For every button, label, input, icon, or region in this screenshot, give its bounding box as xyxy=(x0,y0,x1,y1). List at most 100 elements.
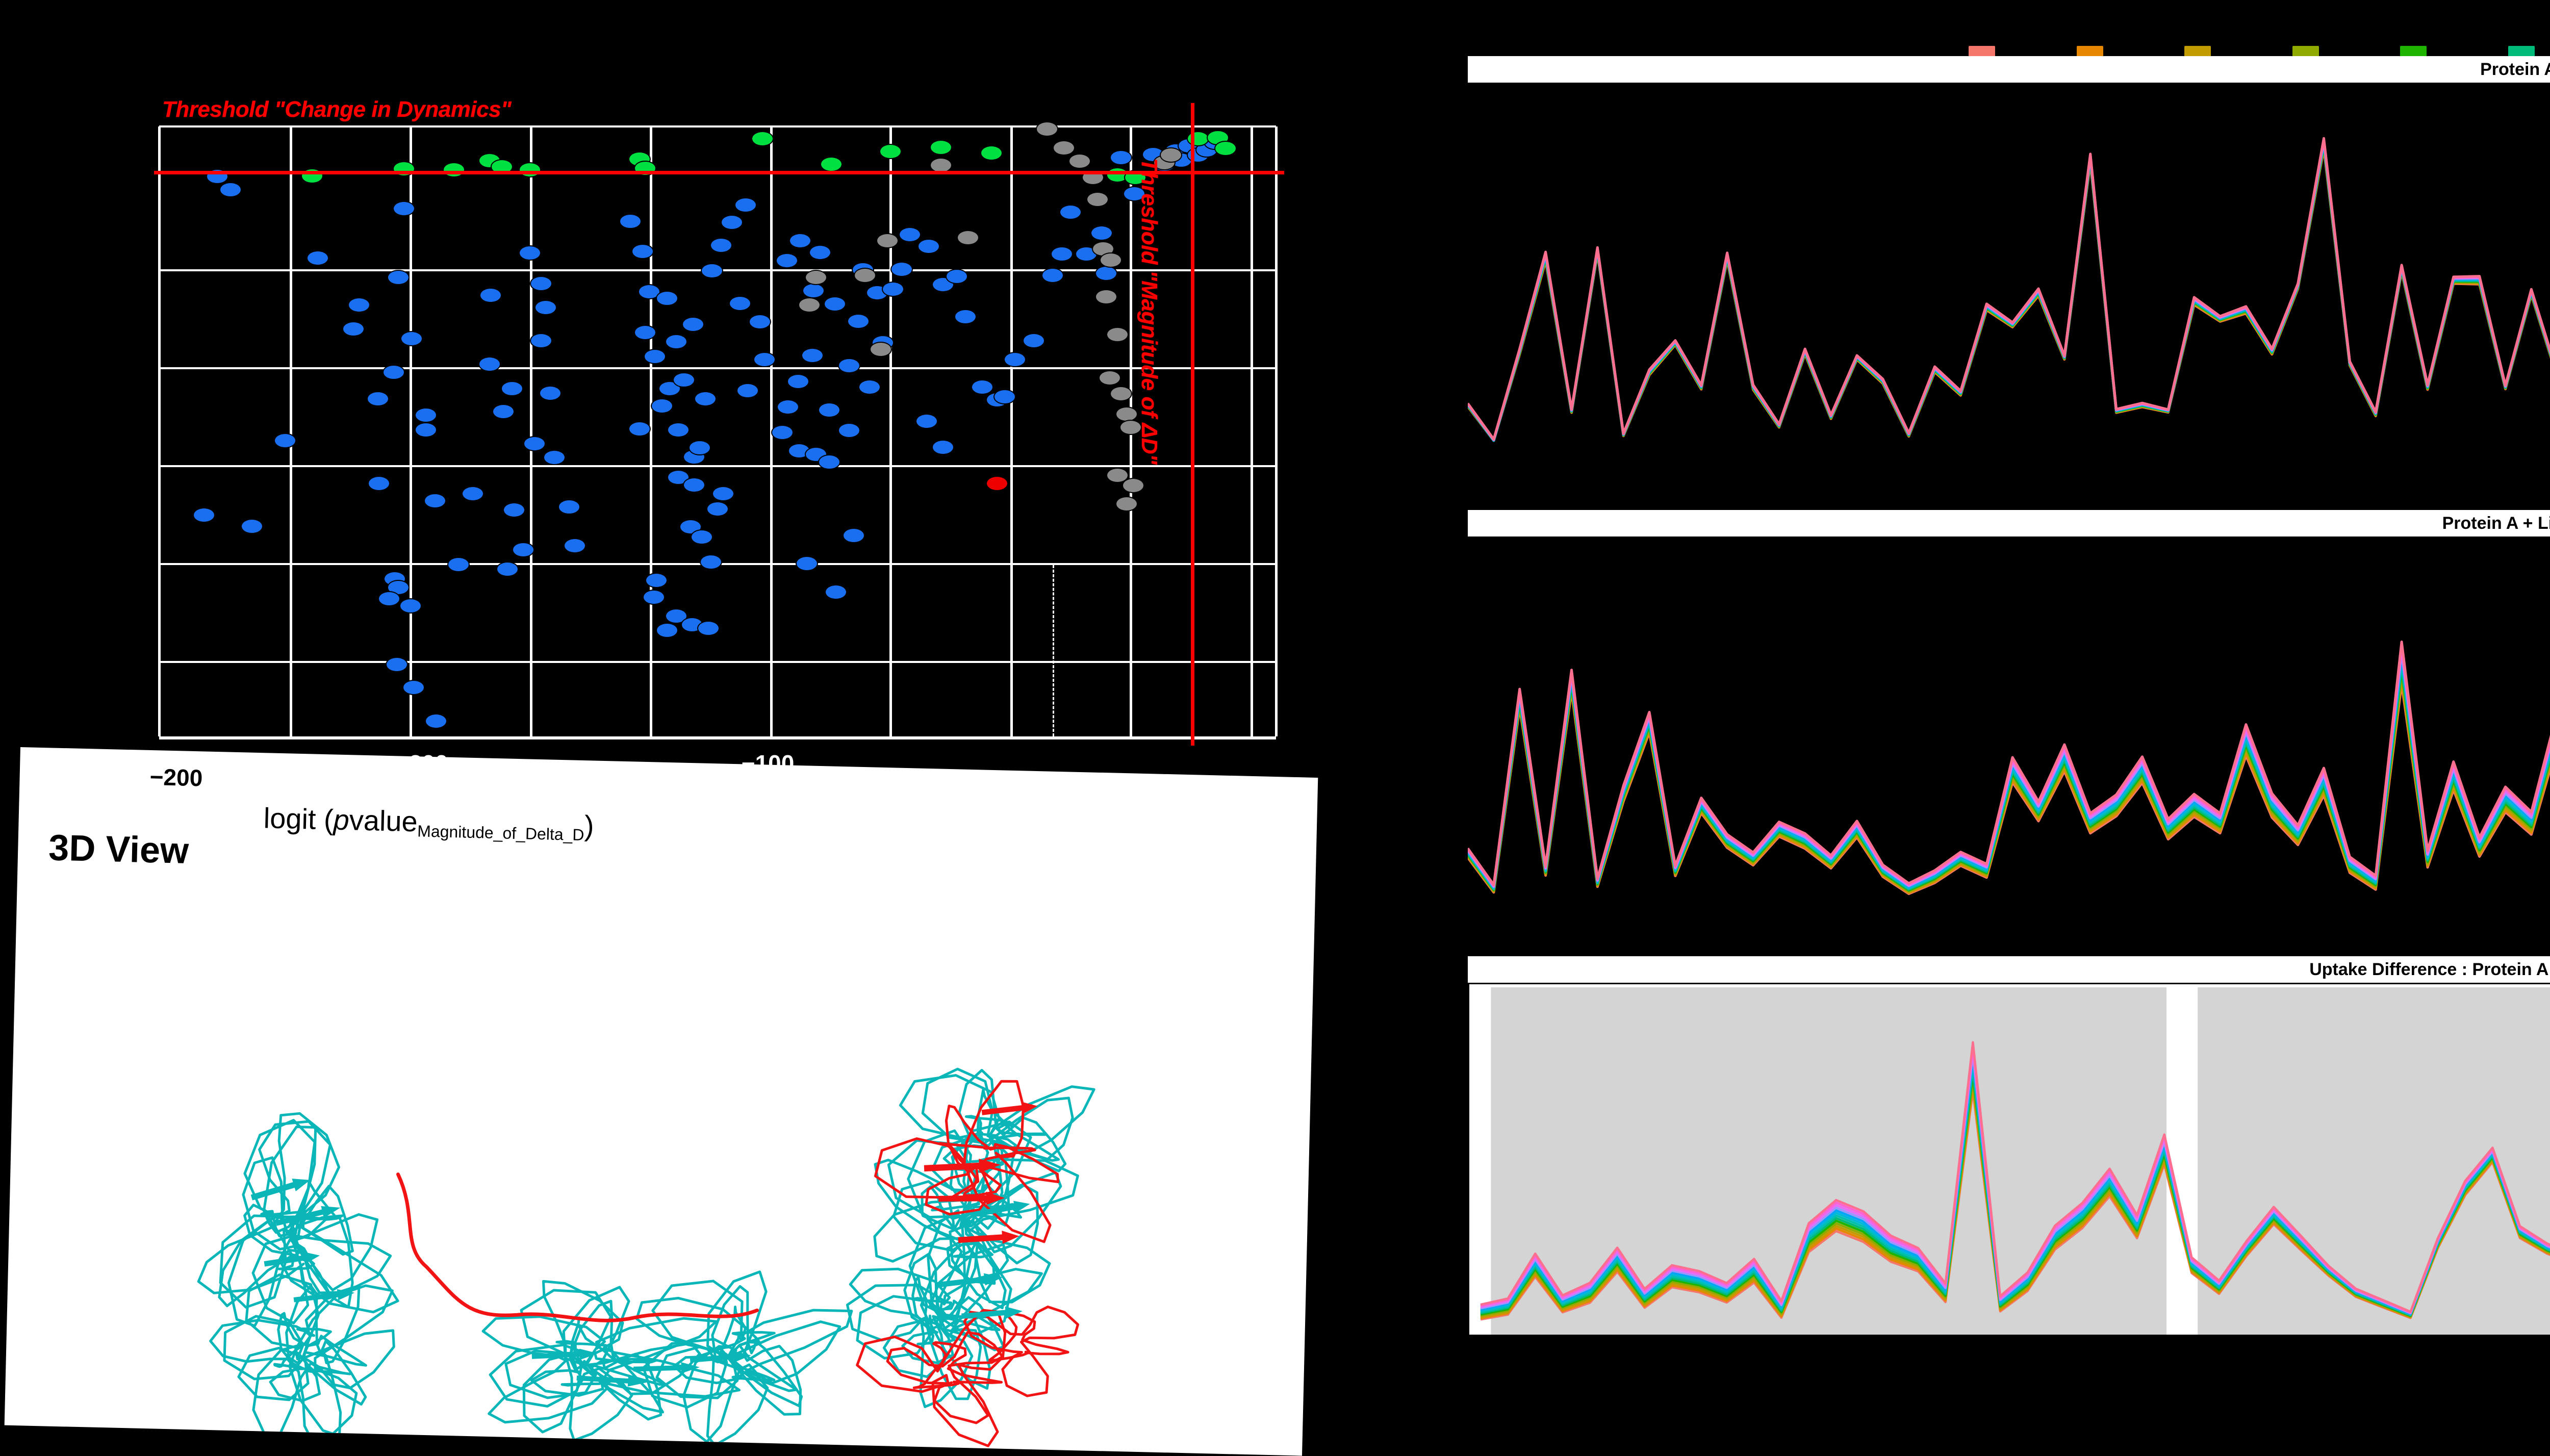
scatter-point[interactable] xyxy=(1041,267,1064,283)
scatter-point[interactable] xyxy=(1098,370,1121,386)
scatter-point[interactable] xyxy=(342,321,365,337)
scatter-point[interactable] xyxy=(694,391,717,406)
scatter-point[interactable] xyxy=(665,334,687,350)
scatter-point[interactable] xyxy=(945,269,968,284)
scatter-point[interactable] xyxy=(392,200,415,216)
scatter-point[interactable] xyxy=(1119,420,1142,436)
scatter-point[interactable] xyxy=(854,267,877,283)
trace-line[interactable] xyxy=(1468,145,2550,442)
volcano-plot-area[interactable]: Threshold "Change in Dynamics" xyxy=(154,97,1284,746)
scatter-point[interactable] xyxy=(367,391,390,406)
scatter-point[interactable] xyxy=(619,214,642,229)
trace-panel-protein-a[interactable]: Protein A xyxy=(1468,56,2550,454)
trace-line[interactable] xyxy=(1480,1041,2550,1313)
scatter-point[interactable] xyxy=(776,399,799,415)
scatter-point[interactable] xyxy=(415,407,438,423)
scatter-point[interactable] xyxy=(771,425,794,440)
scatter-point[interactable] xyxy=(879,144,902,160)
scatter-point[interactable] xyxy=(734,197,757,213)
scatter-point[interactable] xyxy=(529,333,552,348)
scatter-point[interactable] xyxy=(706,501,729,517)
scatter-point[interactable] xyxy=(956,230,979,246)
scatter-point[interactable] xyxy=(688,440,711,455)
scatter-point[interactable] xyxy=(443,162,466,178)
scatter-point[interactable] xyxy=(681,316,704,332)
trace-line[interactable] xyxy=(1468,141,2550,442)
trace-line[interactable] xyxy=(1468,140,2550,442)
scatter-point[interactable] xyxy=(1050,246,1073,262)
scatter-point[interactable] xyxy=(1090,225,1113,241)
scatter-point[interactable] xyxy=(1214,141,1237,157)
scatter-point[interactable] xyxy=(400,331,423,347)
scatter-point[interactable] xyxy=(501,380,524,396)
scatter-point[interactable] xyxy=(749,314,772,329)
legend-swatch[interactable] xyxy=(2292,46,2319,57)
trace-line[interactable] xyxy=(1468,143,2550,442)
trace-line[interactable] xyxy=(1468,116,2550,441)
scatter-point[interactable] xyxy=(645,573,668,589)
scatter-point[interactable] xyxy=(348,297,370,313)
trace-line[interactable] xyxy=(1468,629,2550,886)
scatter-point[interactable] xyxy=(628,421,651,437)
trace-line[interactable] xyxy=(1468,144,2550,442)
scatter-point[interactable] xyxy=(1106,327,1129,342)
scatter-point[interactable] xyxy=(823,296,846,312)
scatter-point[interactable] xyxy=(557,499,580,515)
scatter-point[interactable] xyxy=(930,139,952,155)
scatter-point[interactable] xyxy=(1052,140,1075,156)
scatter-point[interactable] xyxy=(993,389,1016,405)
protein-ribbon-structure[interactable] xyxy=(5,900,1315,1456)
scatter-point[interactable] xyxy=(378,591,401,607)
trace-line[interactable] xyxy=(1468,147,2550,442)
scatter-point[interactable] xyxy=(631,243,654,259)
scatter-point[interactable] xyxy=(462,486,484,501)
scatter-point[interactable] xyxy=(798,297,821,313)
scatter-point[interactable] xyxy=(971,379,994,395)
scatter-point[interactable] xyxy=(656,291,679,306)
scatter-point[interactable] xyxy=(1109,386,1132,402)
trace-line[interactable] xyxy=(1468,142,2550,442)
scatter-point[interactable] xyxy=(673,372,696,388)
trace-panel-uptake-difference[interactable]: Uptake Difference : Protein A - (Protein… xyxy=(1468,956,2550,1336)
scatter-point[interactable] xyxy=(802,283,825,298)
scatter-point[interactable] xyxy=(786,374,809,390)
scatter-point[interactable] xyxy=(825,584,848,600)
scatter-point[interactable] xyxy=(643,589,666,605)
trace-line[interactable] xyxy=(1468,135,2550,441)
scatter-point[interactable] xyxy=(503,502,526,518)
trace-panel-protein-a-ligand[interactable]: Protein A + Ligand xyxy=(1468,510,2550,908)
scatter-point[interactable] xyxy=(869,341,892,357)
scatter-point[interactable] xyxy=(932,439,955,455)
trace-line[interactable] xyxy=(1468,139,2550,442)
scatter-point[interactable] xyxy=(387,270,410,286)
plot-area-protein-a-ligand[interactable] xyxy=(1468,537,2550,908)
scatter-point[interactable] xyxy=(306,250,329,266)
scatter-point[interactable] xyxy=(980,145,1003,161)
legend-swatch[interactable] xyxy=(2400,46,2427,57)
scatter-point[interactable] xyxy=(1022,333,1045,348)
scatter-point[interactable] xyxy=(539,386,562,401)
scatter-point[interactable] xyxy=(399,598,422,614)
timepoint-color-legend[interactable] xyxy=(1938,46,2550,66)
plot-area-uptake-difference[interactable] xyxy=(1468,983,2550,1336)
plot-area-protein-a[interactable] xyxy=(1468,83,2550,454)
scatter-point[interactable] xyxy=(818,402,840,418)
scatter-point[interactable] xyxy=(192,507,215,523)
scatter-point[interactable] xyxy=(529,276,552,292)
scatter-point[interactable] xyxy=(650,398,673,414)
scatter-point[interactable] xyxy=(691,529,713,545)
scatter-point[interactable] xyxy=(751,131,774,146)
scatter-point[interactable] xyxy=(820,157,843,172)
scatter-point[interactable] xyxy=(697,621,720,636)
scatter-point[interactable] xyxy=(1003,352,1026,368)
scatter-point[interactable] xyxy=(1160,147,1183,163)
scatter-point[interactable] xyxy=(915,414,938,429)
legend-swatch[interactable] xyxy=(2076,46,2103,57)
scatter-point[interactable] xyxy=(1115,496,1138,512)
trace-line[interactable] xyxy=(1468,146,2550,442)
scatter-point[interactable] xyxy=(667,422,690,438)
scatter-point[interactable] xyxy=(775,252,798,268)
scatter-point[interactable] xyxy=(382,365,405,380)
scatter-point[interactable] xyxy=(492,404,515,420)
scatter-point[interactable] xyxy=(736,383,759,399)
